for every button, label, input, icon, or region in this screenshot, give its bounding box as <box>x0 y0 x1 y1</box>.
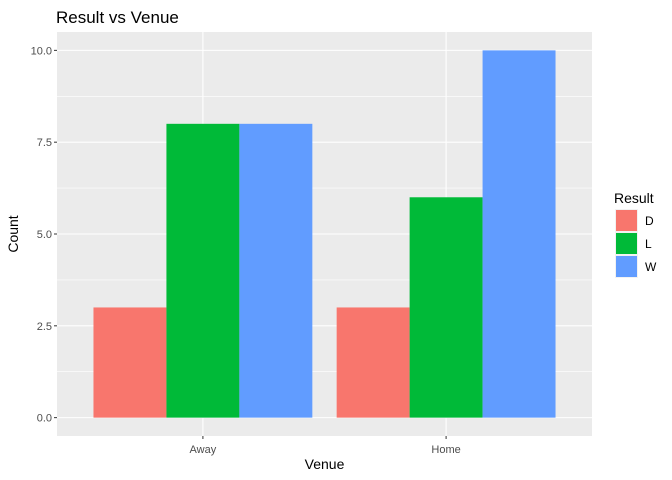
bars <box>93 50 556 418</box>
x-tick-label: Home <box>431 444 460 456</box>
y-tick-label: 2.5 <box>37 321 52 333</box>
legend-key-l <box>616 233 637 254</box>
x-axis-title: Venue <box>305 456 345 472</box>
bar-away-d <box>93 307 167 418</box>
x-axis: Away Home <box>190 436 461 456</box>
legend-label: W <box>645 260 657 274</box>
bar-home-d <box>336 307 410 418</box>
chart-title: Result vs Venue <box>56 8 179 27</box>
bar-away-w <box>239 123 313 418</box>
legend-label: D <box>645 214 654 228</box>
y-tick-label: 0.0 <box>37 413 52 425</box>
y-axis-title: Count <box>5 215 21 252</box>
y-tick-label: 7.5 <box>37 137 52 149</box>
legend-key-d <box>616 210 637 231</box>
legend-title: Result <box>614 190 654 206</box>
y-tick-label: 10.0 <box>31 45 52 57</box>
legend-label: L <box>645 237 652 251</box>
y-axis: 0.0 2.5 5.0 7.5 10.0 <box>31 45 57 425</box>
bar-home-w <box>482 50 556 418</box>
legend: Result DLW <box>614 190 657 278</box>
bar-home-l <box>409 197 483 418</box>
legend-key-w <box>616 256 637 277</box>
y-tick-label: 5.0 <box>37 229 52 241</box>
bar-away-l <box>166 123 240 418</box>
x-tick-label: Away <box>190 444 217 456</box>
